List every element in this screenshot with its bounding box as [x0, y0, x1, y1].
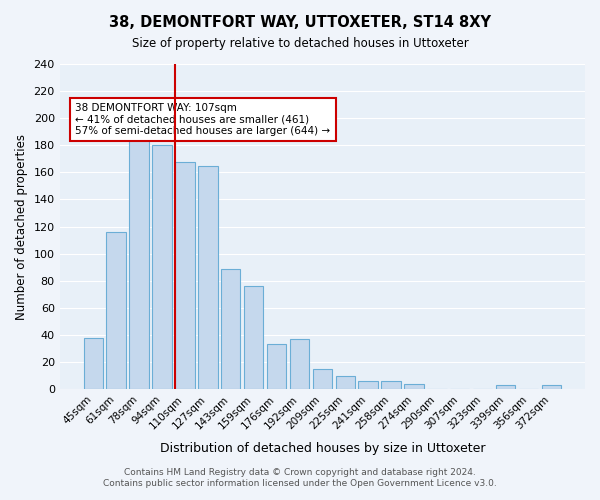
Bar	[290, 339, 309, 389]
Bar	[244, 286, 263, 389]
Y-axis label: Number of detached properties: Number of detached properties	[15, 134, 28, 320]
Bar	[83, 338, 103, 389]
Text: Size of property relative to detached houses in Uttoxeter: Size of property relative to detached ho…	[131, 38, 469, 51]
Bar	[358, 381, 378, 389]
Bar	[130, 138, 149, 389]
X-axis label: Distribution of detached houses by size in Uttoxeter: Distribution of detached houses by size …	[160, 442, 485, 455]
Bar	[106, 232, 126, 389]
Text: 38 DEMONTFORT WAY: 107sqm
← 41% of detached houses are smaller (461)
57% of semi: 38 DEMONTFORT WAY: 107sqm ← 41% of detac…	[76, 103, 331, 136]
Bar	[404, 384, 424, 389]
Bar	[335, 376, 355, 389]
Bar	[542, 385, 561, 389]
Text: Contains HM Land Registry data © Crown copyright and database right 2024.
Contai: Contains HM Land Registry data © Crown c…	[103, 468, 497, 487]
Bar	[152, 146, 172, 389]
Bar	[313, 369, 332, 389]
Bar	[198, 166, 218, 389]
Bar	[382, 381, 401, 389]
Bar	[496, 385, 515, 389]
Bar	[175, 162, 194, 389]
Bar	[267, 344, 286, 389]
Text: 38, DEMONTFORT WAY, UTTOXETER, ST14 8XY: 38, DEMONTFORT WAY, UTTOXETER, ST14 8XY	[109, 15, 491, 30]
Bar	[221, 268, 241, 389]
